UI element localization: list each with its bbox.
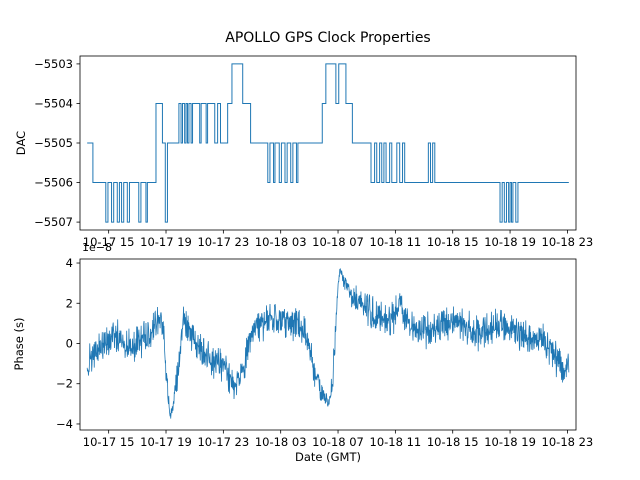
x-tick-label: 10-18 11 [370, 435, 422, 449]
data-line [86, 268, 570, 419]
x-tick-label: 10-18 03 [255, 435, 307, 449]
y-tick-label: 2 [66, 296, 73, 310]
x-tick-label: 10-17 23 [197, 235, 249, 249]
y-tick-label: −5504 [34, 96, 73, 110]
chart-title: APOLLO GPS Clock Properties [225, 30, 431, 46]
xaxis-label: Date (GMT) [295, 450, 361, 464]
y-tick-label: −5503 [34, 57, 73, 71]
x-tick-label: 10-18 03 [255, 235, 307, 249]
x-tick-label: 10-18 11 [370, 235, 422, 249]
x-tick-label: 10-18 23 [542, 235, 594, 249]
x-tick-label: 10-18 23 [542, 435, 594, 449]
x-tick-label: 10-18 19 [484, 235, 536, 249]
phase-offset-label: 1e−8 [82, 241, 112, 254]
x-tick-label: 10-18 07 [312, 235, 364, 249]
y-tick-label: −5507 [34, 215, 73, 229]
y-tick-label: −5506 [34, 176, 73, 190]
x-tick-label: 10-17 19 [140, 235, 192, 249]
dac-step-plot: 10-17 15 10-17 19 10-17 23 10-18 03 10-18 07… [34, 55, 593, 249]
x-tick-label: 10-17 23 [197, 435, 249, 449]
y-tick-label: −5505 [34, 136, 73, 150]
dac-axis-label: DAC [14, 130, 28, 156]
phase-noise-plot: 10-17 15 10-17 19 10-17 23 10-18 03 10-18 07… [56, 256, 593, 449]
x-tick-label: 10-18 15 [427, 435, 479, 449]
phase-axis-label: Phase (s) [12, 317, 26, 371]
y-tick-label: −2 [56, 377, 73, 391]
axes-frame [79, 55, 577, 231]
x-tick-label: 10-18 19 [484, 435, 536, 449]
y-tick-label: 0 [66, 336, 73, 350]
y-tick-label: −4 [56, 417, 73, 431]
x-tick-label: 10-17 15 [83, 435, 135, 449]
x-tick-label: 10-17 15 [83, 235, 135, 249]
x-tick-label: 10-18 07 [312, 435, 364, 449]
x-tick-label: 10-18 15 [427, 235, 479, 249]
axes-frame [79, 258, 577, 431]
y-tick-label: 4 [66, 256, 73, 270]
x-tick-label: 10-17 19 [140, 435, 192, 449]
data-line [87, 63, 569, 223]
